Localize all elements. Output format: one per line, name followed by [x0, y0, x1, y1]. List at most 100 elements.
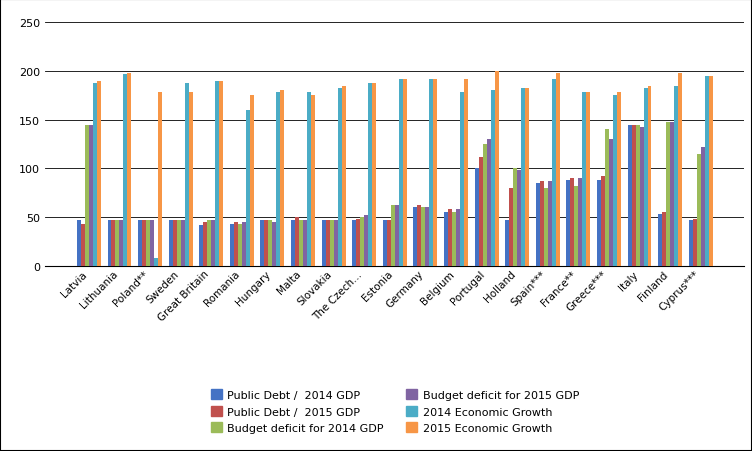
Bar — [372, 83, 376, 266]
Bar — [483, 145, 487, 266]
Bar — [215, 82, 219, 266]
Bar — [582, 93, 587, 266]
Bar — [456, 210, 460, 266]
Bar — [628, 125, 632, 266]
Bar — [89, 125, 92, 266]
Bar — [429, 79, 433, 266]
Bar — [177, 221, 180, 266]
Bar — [426, 208, 429, 266]
Bar — [452, 213, 456, 266]
Bar — [601, 177, 605, 266]
Bar — [303, 221, 307, 266]
Bar — [403, 79, 407, 266]
Bar — [184, 83, 189, 266]
Bar — [617, 93, 621, 266]
Bar — [670, 122, 674, 266]
Bar — [666, 122, 670, 266]
Bar — [168, 221, 173, 266]
Bar — [364, 216, 368, 266]
Bar — [444, 213, 448, 266]
Bar — [338, 88, 341, 266]
Bar — [478, 157, 483, 266]
Bar — [433, 79, 438, 266]
Bar — [295, 217, 299, 266]
Bar — [260, 221, 265, 266]
Bar — [395, 206, 399, 266]
Bar — [566, 180, 571, 266]
Bar — [111, 221, 116, 266]
Bar — [578, 179, 582, 266]
Bar — [230, 224, 234, 266]
Bar — [513, 169, 517, 266]
Bar — [234, 222, 238, 266]
Bar — [414, 208, 417, 266]
Bar — [329, 221, 334, 266]
Bar — [189, 93, 193, 266]
Bar — [399, 79, 403, 266]
Bar — [97, 82, 101, 266]
Bar — [352, 221, 356, 266]
Bar — [326, 221, 329, 266]
Bar — [322, 221, 326, 266]
Bar — [268, 221, 272, 266]
Bar — [597, 180, 601, 266]
Bar — [280, 91, 284, 266]
Bar — [632, 125, 635, 266]
Bar — [146, 221, 150, 266]
Bar — [495, 72, 499, 266]
Bar — [525, 89, 529, 266]
Bar — [448, 210, 452, 266]
Bar — [609, 140, 613, 266]
Bar — [693, 220, 697, 266]
Bar — [460, 93, 464, 266]
Bar — [547, 182, 552, 266]
Bar — [421, 208, 426, 266]
Bar — [265, 221, 268, 266]
Bar — [521, 88, 525, 266]
Bar — [639, 128, 644, 266]
Bar — [154, 258, 158, 266]
Bar — [356, 220, 360, 266]
Bar — [116, 221, 120, 266]
Bar — [644, 88, 647, 266]
Bar — [150, 221, 154, 266]
Bar — [291, 221, 295, 266]
Bar — [173, 221, 177, 266]
Bar — [464, 79, 468, 266]
Bar — [242, 222, 246, 266]
Bar — [246, 110, 250, 266]
Bar — [391, 206, 395, 266]
Bar — [307, 93, 311, 266]
Bar — [556, 74, 559, 266]
Bar — [277, 93, 280, 266]
Bar — [658, 215, 663, 266]
Bar — [417, 206, 421, 266]
Bar — [509, 189, 513, 266]
Bar — [203, 222, 208, 266]
Bar — [142, 221, 146, 266]
Bar — [199, 226, 203, 266]
Bar — [635, 125, 639, 266]
Bar — [383, 221, 387, 266]
Bar — [272, 222, 277, 266]
Bar — [674, 87, 678, 266]
Bar — [689, 221, 693, 266]
Bar — [341, 87, 345, 266]
Bar — [663, 213, 666, 266]
Bar — [708, 77, 713, 266]
Bar — [211, 221, 215, 266]
Bar — [613, 96, 617, 266]
Bar — [647, 87, 651, 266]
Bar — [552, 79, 556, 266]
Bar — [158, 93, 162, 266]
Bar — [311, 96, 315, 266]
Bar — [250, 96, 253, 266]
Bar — [81, 224, 85, 266]
Bar — [487, 140, 490, 266]
Bar — [475, 169, 478, 266]
Bar — [587, 93, 590, 266]
Bar — [92, 83, 97, 266]
Bar — [120, 221, 123, 266]
Bar — [180, 221, 184, 266]
Bar — [238, 224, 242, 266]
